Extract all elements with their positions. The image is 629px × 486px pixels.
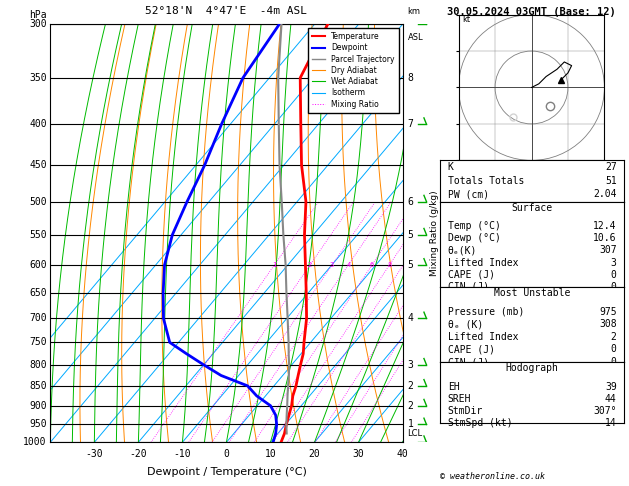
Text: 40: 40 [397,449,408,458]
Text: θₑ(K): θₑ(K) [448,245,477,256]
Text: 27: 27 [605,162,616,172]
Text: 2: 2 [408,381,413,391]
Text: 900: 900 [29,400,47,411]
Text: Surface: Surface [511,203,553,213]
Text: 750: 750 [29,337,47,347]
Text: 450: 450 [29,160,47,170]
Text: 307°: 307° [593,406,616,416]
Text: K: K [448,162,454,172]
Text: 39: 39 [605,382,616,392]
Text: ASL: ASL [408,33,423,42]
Text: 0: 0 [223,449,230,458]
Text: 4: 4 [346,262,350,268]
Text: 3: 3 [408,360,413,370]
Text: 8: 8 [387,262,392,268]
Text: 7: 7 [408,119,413,129]
Text: 308: 308 [599,319,616,330]
Text: Temp (°C): Temp (°C) [448,221,501,231]
Text: StmDir: StmDir [448,406,483,416]
Text: 10.6: 10.6 [593,233,616,243]
Text: 0: 0 [611,345,616,354]
Text: 975: 975 [599,307,616,317]
Text: 300: 300 [29,19,47,29]
Text: -20: -20 [130,449,147,458]
Text: 307: 307 [599,245,616,256]
Text: CAPE (J): CAPE (J) [448,270,494,280]
Text: Totals Totals: Totals Totals [448,175,524,186]
Text: 600: 600 [29,260,47,270]
Text: 2.04: 2.04 [593,189,616,199]
Text: hPa: hPa [29,10,47,20]
Text: 14: 14 [605,418,616,428]
Text: 44: 44 [605,394,616,404]
Text: 51: 51 [605,175,616,186]
Text: 850: 850 [29,381,47,391]
Text: 12.4: 12.4 [593,221,616,231]
Text: 3: 3 [330,262,334,268]
Text: -10: -10 [174,449,191,458]
Text: Pressure (mb): Pressure (mb) [448,307,524,317]
Text: 400: 400 [29,119,47,129]
Text: 950: 950 [29,419,47,430]
Text: StmSpd (kt): StmSpd (kt) [448,418,512,428]
Text: Most Unstable: Most Unstable [494,288,571,298]
Text: 0: 0 [611,282,616,292]
Text: 20: 20 [309,449,320,458]
Text: Lifted Index: Lifted Index [448,332,518,342]
Text: 3: 3 [611,258,616,268]
Text: CIN (J): CIN (J) [448,357,489,367]
Text: LCL: LCL [408,429,423,438]
Text: 1000: 1000 [23,437,47,447]
Text: θₑ (K): θₑ (K) [448,319,483,330]
Text: 350: 350 [29,73,47,83]
Text: 30: 30 [353,449,364,458]
Text: 650: 650 [29,288,47,298]
Text: CIN (J): CIN (J) [448,282,489,292]
Text: -30: -30 [86,449,103,458]
Text: SREH: SREH [448,394,471,404]
Text: 6: 6 [408,197,413,207]
Text: Lifted Index: Lifted Index [448,258,518,268]
Text: 1: 1 [408,419,413,430]
Text: 2: 2 [611,332,616,342]
Text: Dewp (°C): Dewp (°C) [448,233,501,243]
Text: 8: 8 [408,73,413,83]
Text: 2: 2 [308,262,312,268]
Text: EH: EH [448,382,459,392]
Text: 6: 6 [370,262,374,268]
Text: 800: 800 [29,360,47,370]
Text: 10: 10 [265,449,276,458]
Text: 4: 4 [408,313,413,324]
Text: CAPE (J): CAPE (J) [448,345,494,354]
Text: Hodograph: Hodograph [506,363,559,373]
Text: 0: 0 [611,270,616,280]
Text: 0: 0 [611,357,616,367]
Text: kt: kt [462,15,470,24]
Text: 1: 1 [272,262,277,268]
Text: 700: 700 [29,313,47,324]
Text: © weatheronline.co.uk: © weatheronline.co.uk [440,472,545,481]
Text: km: km [408,7,421,16]
Legend: Temperature, Dewpoint, Parcel Trajectory, Dry Adiabat, Wet Adiabat, Isotherm, Mi: Temperature, Dewpoint, Parcel Trajectory… [308,28,399,112]
Text: 5: 5 [408,230,413,240]
Text: 30.05.2024 03GMT (Base: 12): 30.05.2024 03GMT (Base: 12) [447,7,616,17]
Text: 2: 2 [408,400,413,411]
Text: Dewpoint / Temperature (°C): Dewpoint / Temperature (°C) [147,468,306,477]
Text: Mixing Ratio (g/kg): Mixing Ratio (g/kg) [430,191,438,276]
Text: 5: 5 [408,260,413,270]
Text: 500: 500 [29,197,47,207]
Text: 52°18'N  4°47'E  -4m ASL: 52°18'N 4°47'E -4m ASL [145,6,308,16]
Text: PW (cm): PW (cm) [448,189,489,199]
Text: 550: 550 [29,230,47,240]
